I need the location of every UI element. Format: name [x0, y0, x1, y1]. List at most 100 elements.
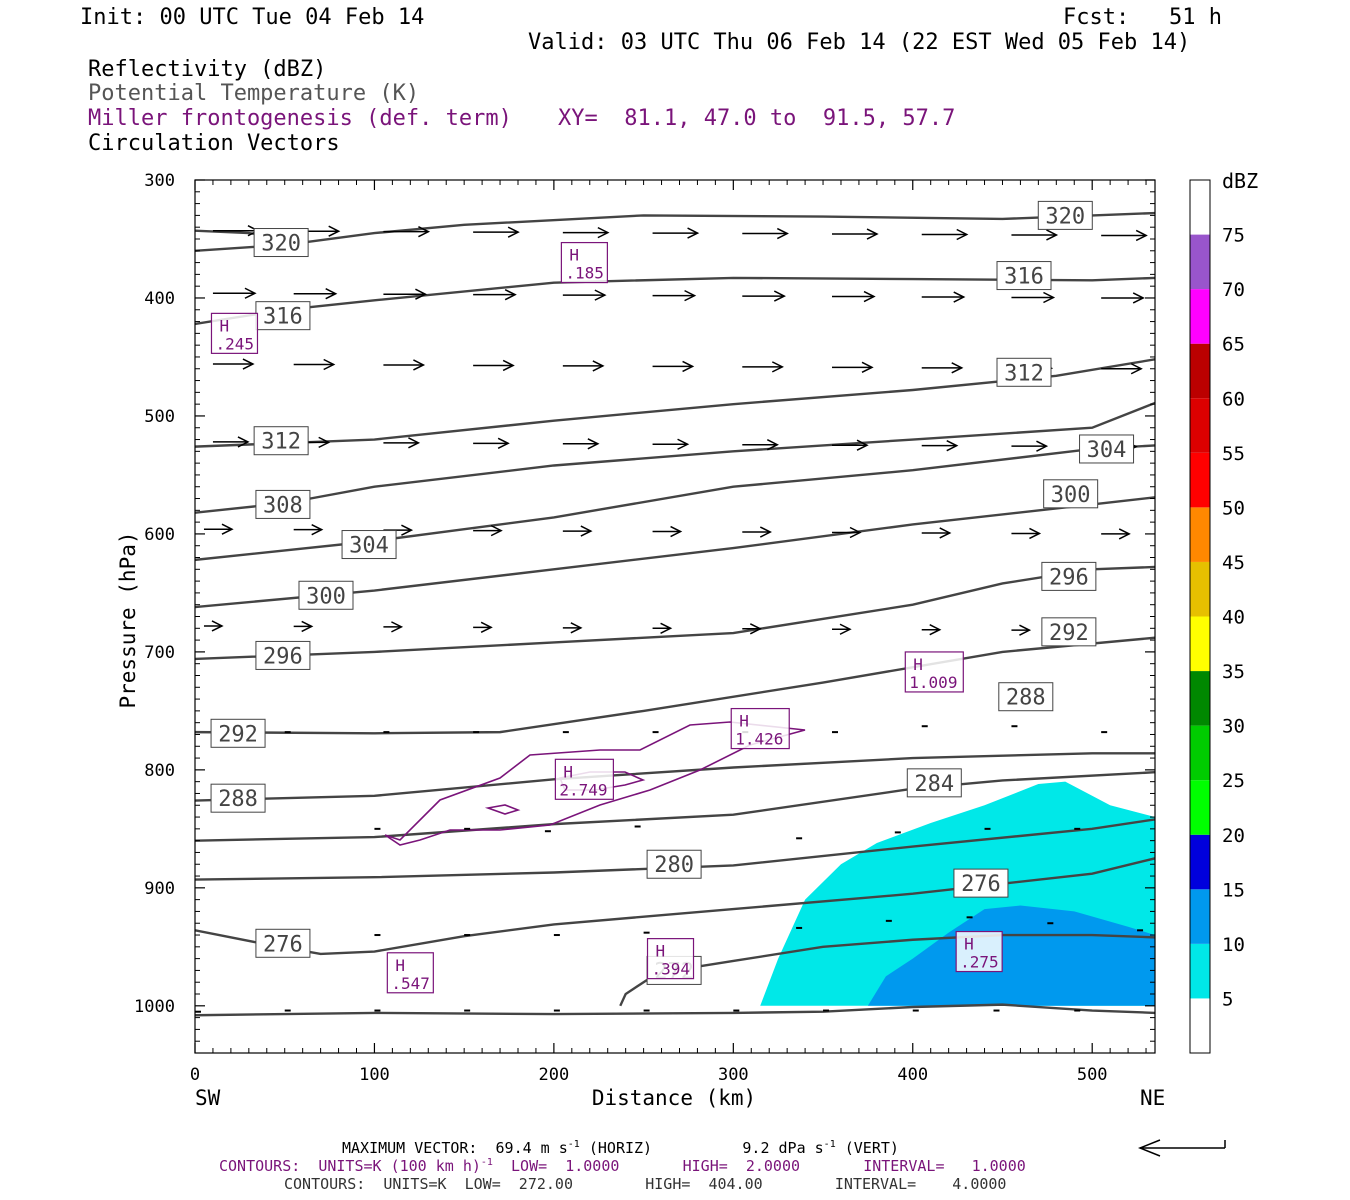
theta-contour-surface [195, 1003, 1155, 1017]
theta-contour-label: 312 [253, 426, 309, 456]
footer-contours-frontogenesis: CONTOURS: UNITS=K (100 km h)-1 LOW= 1.00… [219, 1157, 1026, 1175]
footer-contours-theta: CONTOURS: UNITS=K LOW= 272.00 HIGH= 404.… [284, 1175, 1007, 1193]
circulation-vector [562, 438, 600, 450]
circulation-vector [652, 438, 690, 450]
svg-text:304: 304 [1087, 438, 1127, 463]
theta-contour-292 [195, 636, 1155, 735]
colorbar-segment [1190, 289, 1210, 344]
circulation-vector [1101, 229, 1148, 242]
frontogenesis-max-symbol: H [219, 316, 229, 335]
circulation-vector [1101, 528, 1131, 540]
frontogenesis-max-box: H.185 [560, 241, 608, 284]
circulation-vector [832, 623, 852, 635]
circulation-vector [1101, 292, 1145, 304]
frontogenesis-maxima: H.185H.245H1.009H1.426H2.749H.547H.394H.… [210, 241, 1003, 994]
colorbar-segment [1190, 343, 1210, 399]
circulation-vectors [195, 225, 1148, 1013]
field-miller: Miller frontogenesis (def. term) [88, 106, 512, 131]
frontogenesis-max-box: H.394 [646, 938, 695, 980]
circulation-vector [921, 291, 966, 303]
circulation-vector [383, 437, 421, 449]
svg-text:316: 316 [1004, 265, 1044, 290]
y-tick-label: 900 [144, 879, 175, 899]
frontogenesis-max-symbol: H [656, 942, 666, 961]
theta-contour-284 [195, 771, 1155, 842]
circulation-vector [1011, 527, 1042, 540]
frontogenesis-max-symbol: H [964, 935, 974, 954]
x-tick-label: 500 [1077, 1065, 1108, 1085]
circulation-vector [1011, 624, 1032, 636]
svg-text:300: 300 [306, 584, 346, 609]
colorbar-frame [1189, 179, 1211, 1054]
colorbar-segment [1190, 180, 1210, 235]
theta-contour-label: 296 [255, 640, 311, 670]
circulation-vector [742, 439, 779, 451]
circulation-vector [562, 289, 607, 301]
theta-contour-label: 304 [1079, 434, 1135, 464]
init-time: Init: 00 UTC Tue 04 Feb 14 [80, 5, 425, 30]
colorbar-segment [1190, 780, 1210, 835]
theta-contour-272 [619, 933, 1155, 1007]
frontogenesis-max-value: .394 [652, 960, 691, 979]
circulation-vector [652, 227, 700, 239]
theta-contour-label: 284 [906, 768, 962, 798]
theta-contour-label: 300 [298, 580, 354, 610]
frontogenesis-max-box: H2.749 [554, 758, 614, 800]
colorbar-label: 10 [1222, 934, 1245, 956]
circulation-vector [832, 228, 879, 240]
y-tick-label: 300 [144, 171, 175, 191]
colorbar-label: 5 [1222, 988, 1233, 1010]
reflectivity-region-10 [867, 905, 1155, 1006]
circulation-vector [832, 526, 862, 539]
frontogenesis-max-symbol: H [569, 246, 579, 265]
frontogenesis-max-value: .185 [565, 264, 604, 283]
theta-contour-label: 296 [1041, 561, 1097, 591]
svg-text:320: 320 [261, 232, 301, 257]
circulation-vector [652, 289, 697, 302]
colorbar-label: 75 [1222, 225, 1245, 247]
reference-vector-arrow [1137, 1139, 1226, 1157]
circulation-vector [1011, 291, 1056, 304]
x-tick-label: 100 [359, 1065, 390, 1085]
circulation-vector [383, 288, 428, 300]
theta-contour-label: 304 [341, 530, 397, 560]
frontogenesis-contour-small [484, 804, 521, 815]
colorbar-segment [1190, 725, 1210, 781]
colorbar-segment [1190, 616, 1210, 672]
colorbar-label: 65 [1222, 334, 1245, 356]
theta-contour-label: 320 [253, 228, 309, 258]
svg-text:280: 280 [654, 853, 694, 878]
theta-contour-label: 316 [255, 301, 311, 331]
circulation-vector [473, 621, 493, 634]
circulation-vector [473, 359, 515, 372]
x-axis-label: Distance (km) [592, 1086, 756, 1110]
colorbar-label: 60 [1222, 388, 1245, 410]
colorbar-segment [1190, 561, 1210, 617]
theta-contour-label: 276 [255, 928, 311, 958]
svg-text:296: 296 [263, 644, 303, 669]
theta-contour-label: 308 [255, 489, 311, 519]
circulation-vector [742, 227, 789, 240]
colorbar-segment [1190, 398, 1210, 453]
circulation-vector [921, 527, 952, 539]
theta-contour-label: 276 [953, 868, 1009, 898]
circulation-vector [293, 358, 336, 371]
colorbar-segment [1190, 452, 1210, 508]
theta-contour-label: 312 [996, 357, 1052, 387]
svg-text:288: 288 [218, 787, 258, 812]
theta-contour-label: 292 [210, 718, 266, 748]
frontogenesis-max-symbol: H [395, 956, 405, 975]
circulation-vector [652, 622, 673, 634]
colorbar: 5 10 15 20 25 30 35 40 45 50 55 60 65 70 75 [1189, 179, 1245, 1054]
x-tick-label: 0 [190, 1065, 200, 1085]
svg-text:296: 296 [1049, 565, 1089, 590]
colorbar-label: 40 [1222, 607, 1245, 629]
colorbar-segment [1190, 834, 1210, 890]
frontogenesis-max-symbol: H [913, 655, 923, 674]
circulation-vector [203, 523, 234, 535]
colorbar-segment [1190, 943, 1210, 999]
circulation-vector [212, 225, 260, 237]
x-tick-label: 300 [718, 1065, 749, 1085]
circulation-vector [212, 436, 250, 448]
theta-contour-280 [195, 818, 1155, 881]
